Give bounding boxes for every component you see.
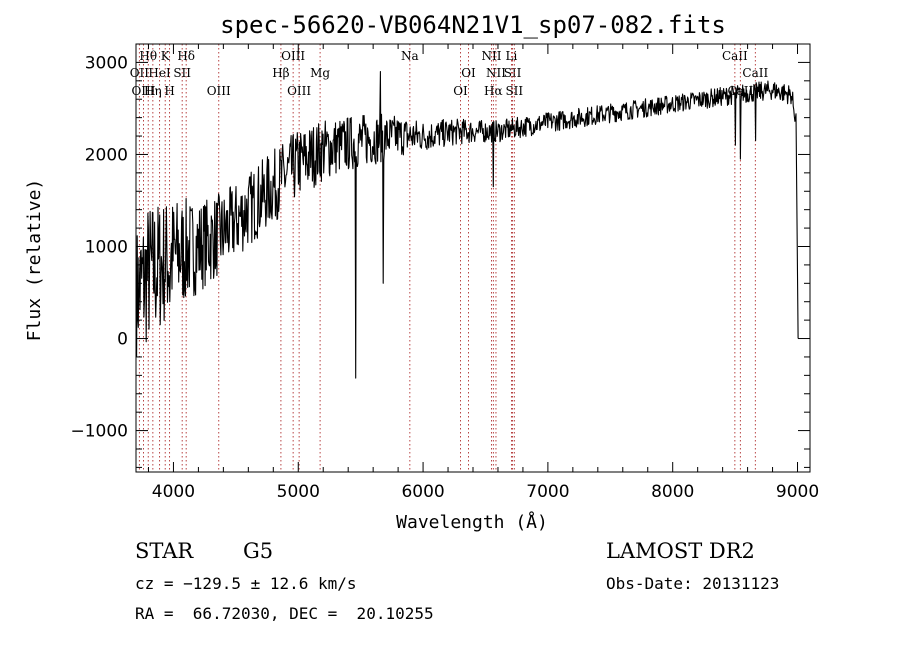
x-tick-label: 9000	[776, 482, 819, 502]
survey-name: LAMOST DR2	[606, 539, 755, 563]
spectral-line-label: Hα	[484, 84, 503, 98]
y-tick-label: 1000	[85, 237, 128, 257]
spectral-line-label: Hη	[144, 84, 162, 98]
spectral-line-label: CaII	[742, 66, 768, 80]
spectral-line-markers: Hθ OII OIII K HeI Hη Hδ SII H OIII OIII Hβ OIII Mg Na O…	[130, 44, 768, 472]
spectral-line-label: CaII	[722, 49, 748, 63]
spectral-line-label: Na	[401, 49, 419, 63]
spectral-line-label: HeI	[148, 66, 171, 80]
spectrum-line	[136, 71, 799, 379]
axis-ticks: 4000 5000 6000 7000 8000 9000 −1000 0 1000 2000 30…	[70, 43, 819, 502]
redshift-value: cz = −129.5 ± 12.6 km/s	[135, 574, 357, 593]
y-tick-label: 2000	[85, 145, 128, 165]
x-tick-label: 6000	[401, 482, 444, 502]
subclass: G5	[243, 539, 274, 563]
plot-frame	[135, 43, 811, 473]
x-tick-label: 7000	[526, 482, 569, 502]
chart-title: spec-56620-VB064N21V1_sp07-082.fits	[220, 11, 726, 39]
y-tick-label: 0	[117, 330, 128, 350]
spectral-line-label: OII	[130, 66, 150, 80]
spectral-line-label: OIII	[131, 84, 155, 98]
x-tick-label: 4000	[152, 482, 195, 502]
x-tick-label: 8000	[651, 482, 694, 502]
spectral-line-label: K	[161, 49, 171, 63]
y-axis-label: Flux (relative)	[24, 179, 45, 342]
spectral-line-label: Hβ	[272, 66, 289, 80]
spectral-line-label: Li	[506, 49, 518, 63]
spectral-line-label: OIII	[207, 84, 231, 98]
y-tick-label: −1000	[70, 422, 128, 442]
spectral-line-label: Mg	[310, 66, 330, 80]
spectral-line-label: OI	[453, 84, 468, 98]
spectral-line-label: H	[164, 84, 174, 98]
spectral-line-label: OIII	[281, 49, 305, 63]
spectral-line-label: SII	[505, 84, 523, 98]
spectral-line-label: NII	[486, 66, 506, 80]
spectral-line-label: Hδ	[177, 49, 195, 63]
spectral-line-label: OIII	[287, 84, 311, 98]
spectral-line-label: NII	[481, 49, 501, 63]
object-class: STAR	[135, 539, 194, 563]
spectral-line-label: SII	[504, 66, 522, 80]
spectral-line-label: SII	[173, 66, 191, 80]
y-tick-label: 3000	[85, 53, 128, 73]
x-axis-label: Wavelength (Å)	[396, 511, 548, 533]
coordinates: RA = 66.72030, DEC = 20.10255	[135, 604, 434, 623]
spectral-line-label: OI	[461, 66, 476, 80]
spectral-line-label: Hθ	[139, 49, 157, 63]
x-tick-label: 5000	[277, 482, 320, 502]
observation-date: Obs-Date: 20131123	[606, 574, 780, 593]
